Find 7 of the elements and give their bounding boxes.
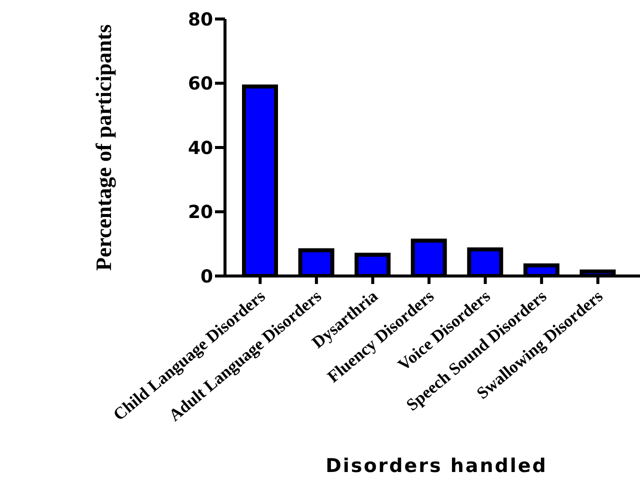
x-axis-title: Disorders handled xyxy=(326,455,548,477)
y-axis-title: Percentage of participants xyxy=(90,24,116,271)
y-tick-label: 40 xyxy=(188,138,213,159)
y-tick-label: 20 xyxy=(188,202,213,224)
y-tick-label: 0 xyxy=(200,266,213,288)
y-tick-label: 80 xyxy=(188,9,213,30)
y-tick-label: 60 xyxy=(188,74,213,95)
